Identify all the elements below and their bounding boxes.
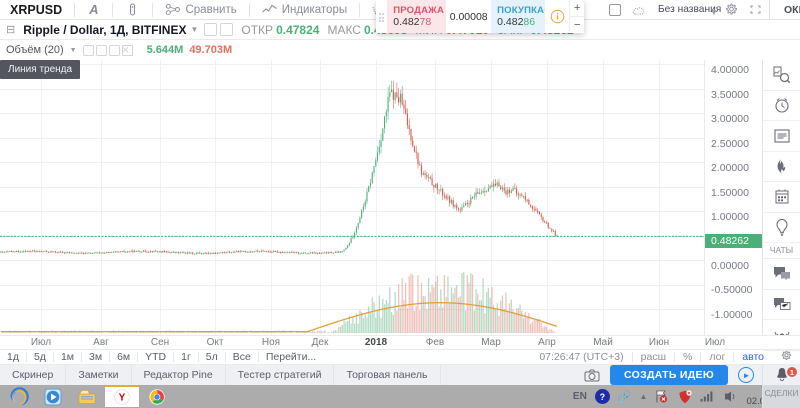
svg-text:Y: Y — [119, 393, 126, 404]
